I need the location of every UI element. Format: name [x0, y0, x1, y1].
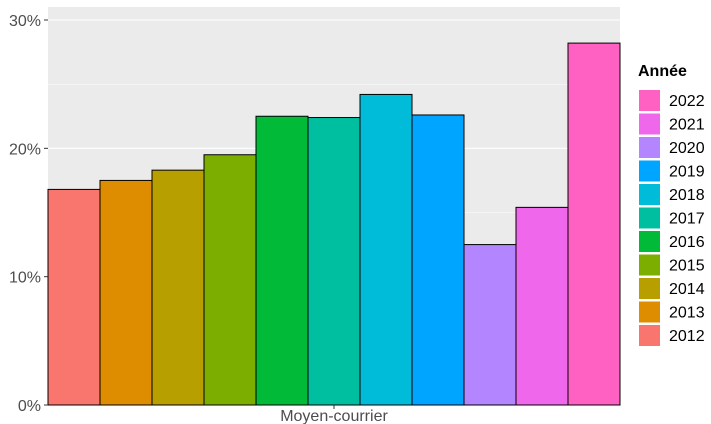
legend-label-2022: 2022 — [669, 93, 705, 110]
legend-label-2020: 2020 — [669, 140, 705, 157]
y-tick-label: 20% — [9, 141, 41, 158]
legend: Année 2022 2021 2020 2019 2018 2017 2016 2015 20… — [638, 63, 705, 346]
bar-2020 — [463, 244, 517, 406]
legend-label-2013: 2013 — [669, 305, 705, 322]
legend-label-2015: 2015 — [669, 258, 705, 275]
legend-label-2018: 2018 — [669, 187, 705, 204]
bar-2017 — [307, 117, 361, 406]
bar-2014 — [151, 169, 205, 406]
bar-2019 — [411, 114, 465, 406]
bar-2013 — [99, 179, 153, 406]
y-tick-label: 10% — [9, 270, 41, 287]
legend-swatch-2016 — [639, 231, 660, 252]
legend-label-2014: 2014 — [669, 281, 705, 298]
legend-swatch-2020 — [639, 137, 660, 158]
legend-swatch-2019 — [639, 160, 660, 182]
bar-2012 — [47, 188, 101, 406]
y-axis: 0% 10% 20% 30% — [9, 13, 48, 415]
x-axis: Moyen-courrier — [280, 405, 388, 424]
legend-label-2021: 2021 — [669, 117, 705, 134]
legend-swatch-2015 — [639, 254, 660, 276]
legend-title: Année — [638, 63, 687, 80]
y-tick-label: 0% — [18, 398, 41, 415]
bar-2018 — [359, 93, 413, 406]
y-tick-label: 30% — [9, 13, 41, 30]
legend-swatch-2021 — [639, 113, 660, 135]
legend-swatch-2018 — [639, 184, 660, 205]
legend-swatch-2022 — [639, 90, 660, 111]
bar-2016 — [255, 115, 309, 406]
bar-2022 — [567, 42, 621, 406]
legend-label-2012: 2012 — [669, 328, 705, 345]
legend-swatch-2012 — [639, 325, 660, 346]
legend-swatch-2017 — [639, 207, 660, 229]
bar-2021 — [515, 206, 569, 406]
bars — [47, 42, 621, 406]
legend-swatch-2013 — [639, 301, 660, 323]
bar-2015 — [203, 154, 257, 406]
legend-label-2019: 2019 — [669, 164, 705, 181]
legend-label-2017: 2017 — [669, 211, 705, 228]
legend-swatch-2014 — [639, 278, 660, 299]
legend-label-2016: 2016 — [669, 234, 705, 251]
x-tick-label: Moyen-courrier — [280, 408, 388, 424]
